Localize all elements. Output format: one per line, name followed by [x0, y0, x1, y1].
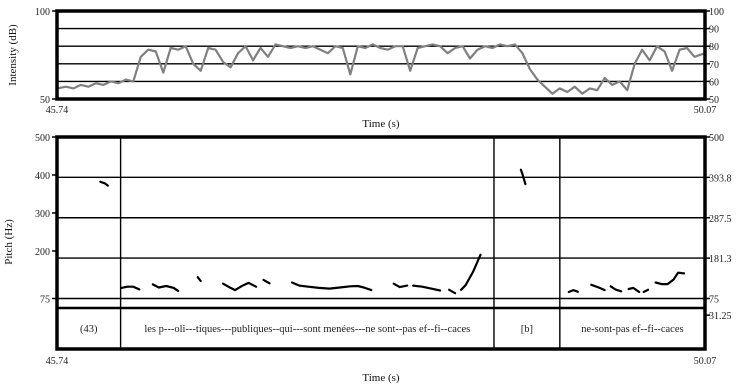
pitch-segment [519, 168, 527, 186]
pitch-gridlines [57, 176, 705, 310]
pitch-left-tick-label: 400 [35, 171, 50, 182]
pitch-segment [460, 253, 482, 291]
pitch-left-tick-label: 300 [35, 209, 50, 220]
intensity-right-tick-label: 50 [709, 95, 719, 106]
intensity-x-axis-label: Time (s) [362, 118, 400, 130]
pitch-segment [642, 288, 650, 294]
pitch-x-axis-label: Time (s) [362, 372, 400, 384]
tier-interval-label: (43) [80, 324, 98, 335]
pitch-right-tick-label: 75 [709, 295, 719, 306]
intensity-left-tick-label: 50 [40, 95, 50, 106]
intensity-x-tick-end: 50.07 [694, 105, 717, 116]
pitch-left-tick-label: 75 [40, 295, 50, 306]
intensity-y-axis-label: Intensity (dB) [7, 24, 19, 86]
pitch-y-axis-label: Pitch (Hz) [3, 219, 15, 265]
pitch-right-tick-label: 31.25 [709, 311, 732, 322]
tier-interval-label: les p---oli---tiques---publiques--qui---… [144, 324, 470, 335]
pitch-left-ticks: 75 200 300 400 500 [35, 133, 57, 306]
tier-interval-label: [b] [521, 324, 533, 335]
textgrid-tier: (43) les p---oli---tiques---publiques--qu… [80, 324, 684, 335]
pitch-segment [412, 284, 442, 292]
pitch-left-tick-label: 200 [35, 247, 50, 258]
intensity-right-tick-label: 60 [709, 77, 719, 88]
pitch-right-tick-label: 181.3 [709, 254, 732, 265]
intensity-left-ticks: 50 100 [35, 7, 57, 106]
pitch-segment [448, 288, 457, 295]
intensity-right-tick-label: 100 [709, 7, 724, 18]
intensity-curve [56, 43, 706, 95]
pitch-segment [392, 282, 409, 289]
pitch-segment [290, 281, 373, 292]
pitch-segment [567, 289, 579, 294]
pitch-right-tick-label: 500 [709, 133, 724, 144]
pitch-left-tick-label: 500 [35, 133, 50, 144]
intensity-frame [55, 9, 707, 101]
intensity-gridlines [57, 27, 705, 83]
pitch-segment [609, 285, 623, 293]
intensity-left-tick-label: 100 [35, 7, 50, 18]
intensity-x-tick-start: 45.74 [46, 105, 69, 116]
tier-interval-label: ne-sont-pas ef--fi--caces [581, 324, 683, 335]
intensity-right-tick-label: 80 [709, 42, 719, 53]
pitch-segment [120, 285, 141, 291]
pitch-segment [262, 278, 271, 285]
pitch-segment [99, 180, 110, 187]
intensity-right-tick-label: 70 [709, 60, 719, 71]
intensity-right-tick-label: 90 [709, 25, 719, 36]
tier-boundaries [119, 137, 561, 349]
pitch-x-tick-start: 45.74 [46, 356, 69, 367]
pitch-segment [196, 276, 202, 283]
pitch-panel: (43) les p---oli---tiques---publiques--qu… [3, 133, 732, 384]
intensity-right-ticks: 50 60 70 80 90 100 [705, 7, 724, 106]
pitch-frame [55, 135, 707, 351]
pitch-right-ticks: 31.25 75 181.3 287.5 393.8 500 [705, 133, 732, 322]
pitch-right-tick-label: 393.8 [709, 173, 732, 184]
pitch-right-tick-label: 287.5 [709, 214, 732, 225]
pitch-segment [590, 283, 606, 292]
pitch-segment [654, 271, 686, 286]
pitch-x-tick-end: 50.07 [694, 356, 717, 367]
pitch-segment [627, 286, 641, 294]
pitch-segment [222, 281, 258, 292]
pitch-segment [151, 283, 180, 292]
intensity-panel: 50 100 50 60 70 80 90 100 Intensity (dB) 45.74… [7, 7, 724, 130]
pitch-curves [99, 168, 686, 295]
